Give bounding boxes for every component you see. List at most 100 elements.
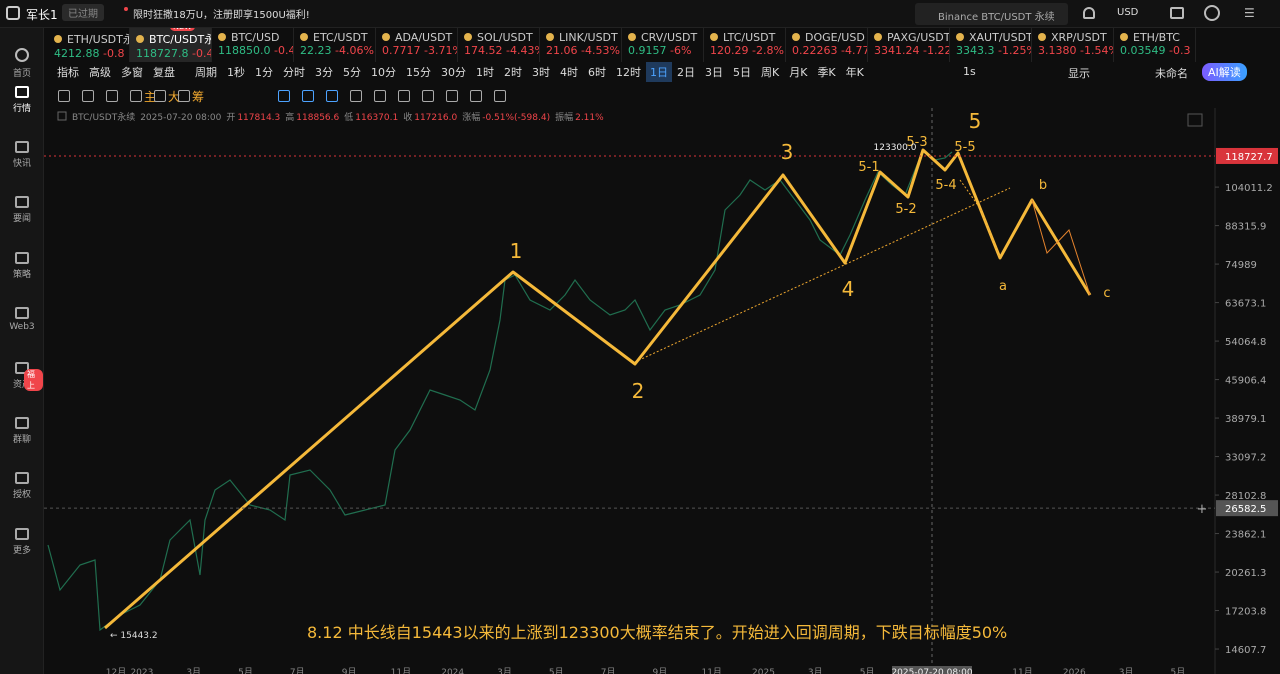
- sidebar-item[interactable]: 群聊: [0, 417, 44, 445]
- period-button[interactable]: 周K: [761, 66, 780, 79]
- draw-icon[interactable]: [106, 90, 118, 102]
- period-button[interactable]: 2日: [677, 66, 695, 79]
- sidebar-item[interactable]: 资产: [0, 362, 44, 390]
- promo[interactable]: 限时狂撒18万U，注册即享1500U福利!: [133, 10, 310, 21]
- period-button[interactable]: 分时: [283, 66, 305, 79]
- menu-icon[interactable]: ☰: [1244, 6, 1255, 20]
- draw-icon[interactable]: [446, 90, 458, 102]
- sidebar-item[interactable]: 策略: [0, 252, 44, 280]
- sidebar-item[interactable]: Web3: [0, 307, 44, 332]
- bell-icon[interactable]: [1083, 7, 1095, 19]
- draw-icon[interactable]: [470, 90, 482, 102]
- sidebar-item[interactable]: 要闻: [0, 196, 44, 224]
- period-button[interactable]: 1时: [476, 66, 494, 79]
- period-button[interactable]: 1秒: [227, 66, 245, 79]
- draw-icon[interactable]: [130, 90, 142, 102]
- toolbar-right[interactable]: 未命名: [1155, 67, 1188, 80]
- draw-icon[interactable]: [398, 90, 410, 102]
- toolbar-right[interactable]: 显示: [1068, 67, 1090, 80]
- ticker-tab[interactable]: LTC/USDT 120.29 -2.8%: [704, 28, 786, 62]
- period-label[interactable]: 周期: [195, 66, 217, 79]
- draw-icon[interactable]: [278, 90, 290, 102]
- period-button[interactable]: 6时: [588, 66, 606, 79]
- ticker-tab[interactable]: BTC/USD 118850.0 -0.4: [212, 28, 294, 62]
- wave-alt-2: [1031, 199, 1091, 296]
- draw-tool[interactable]: 大: [168, 90, 181, 104]
- draw-icon[interactable]: [422, 90, 434, 102]
- tool-button[interactable]: 高级: [89, 66, 111, 79]
- sidebar-item[interactable]: 授权: [0, 472, 44, 500]
- tool-button[interactable]: 复盘: [153, 66, 175, 79]
- ticker-name: DOGE/USD: [792, 31, 865, 44]
- draw-icon[interactable]: [350, 90, 362, 102]
- mail-icon[interactable]: [1170, 7, 1184, 19]
- period-button[interactable]: 3日: [705, 66, 723, 79]
- period-button[interactable]: 年K: [845, 66, 864, 79]
- toolbar-right[interactable]: 1s: [963, 65, 976, 78]
- x-tick-label: 12月: [106, 667, 126, 674]
- ticker-change: -1.22: [923, 44, 950, 57]
- draw-icon[interactable]: [82, 90, 94, 102]
- draw-icon[interactable]: [58, 90, 70, 102]
- period-button[interactable]: 12时: [616, 66, 641, 79]
- new-badge: NEW: [170, 28, 195, 31]
- search-box[interactable]: [915, 3, 1068, 25]
- period-button[interactable]: 3分: [315, 66, 333, 79]
- toolbar-right[interactable]: AI解读: [1202, 63, 1247, 81]
- x-tick-label: 3月: [186, 667, 201, 674]
- ticker-change: -4.06%: [335, 44, 374, 57]
- period-button[interactable]: 30分: [441, 66, 466, 79]
- sidebar-item[interactable]: 首页: [0, 50, 44, 79]
- sidebar-label: 快讯: [12, 159, 31, 169]
- sidebar-item[interactable]: 更多: [0, 528, 44, 556]
- tool-button[interactable]: 指标: [57, 66, 79, 79]
- draw-icon[interactable]: [374, 90, 386, 102]
- currency[interactable]: USD: [1117, 7, 1139, 18]
- period-button[interactable]: 季K: [817, 66, 836, 79]
- user-name[interactable]: 军长1: [26, 8, 58, 22]
- plus-icon: +: [1197, 502, 1208, 517]
- period-button[interactable]: 4时: [560, 66, 578, 79]
- ticker-tab[interactable]: CRV/USDT 0.9157 -6%: [622, 28, 704, 62]
- draw-tool[interactable]: 主: [144, 90, 157, 104]
- draw-icon[interactable]: [326, 90, 338, 102]
- wave-label: 4: [842, 277, 855, 301]
- draw-icon[interactable]: [178, 90, 190, 102]
- tool-button[interactable]: 多窗: [121, 66, 143, 79]
- draw-icon[interactable]: [494, 90, 506, 102]
- draw-icon[interactable]: [302, 90, 314, 102]
- ticker-change: -1.54%: [1080, 44, 1113, 57]
- sidebar-item[interactable]: 行情: [0, 86, 44, 114]
- ticker-tab[interactable]: LINK/USDT 21.06 -4.53%: [540, 28, 622, 62]
- ticker-tab[interactable]: ETH/USDT永 4212.88 -0.8: [48, 28, 130, 62]
- period-button[interactable]: 1日: [646, 62, 672, 82]
- draw-tool[interactable]: 筹: [192, 90, 205, 104]
- draw-icon[interactable]: [154, 90, 166, 102]
- avatar-icon[interactable]: [1204, 5, 1220, 21]
- period-button[interactable]: 1分: [255, 66, 273, 79]
- y-tick-label: 33097.2: [1225, 453, 1266, 464]
- period-button[interactable]: 15分: [406, 66, 431, 79]
- ticker-quote: 118850.0 -0.4: [218, 44, 293, 57]
- ticker-name: BTC/USDT永续: [136, 31, 211, 47]
- period-button[interactable]: 3时: [532, 66, 550, 79]
- ticker-name: LINK/USDT: [546, 31, 618, 44]
- ticker-tab[interactable]: PAXG/USDT 3341.24 -1.22: [868, 28, 950, 62]
- period-button[interactable]: 月K: [789, 66, 808, 79]
- x-tick-label: 2025: [752, 668, 775, 674]
- info-text: BTC/USDT永续: [72, 111, 135, 123]
- ticker-tab[interactable]: BTC/USDT永续118727.8 -0.44% NEW: [130, 28, 212, 62]
- period-button[interactable]: 2时: [504, 66, 522, 79]
- wave-label: 5-1: [858, 160, 879, 175]
- ticker-tab[interactable]: ETH/BTC 0.03549 -0.3: [1114, 28, 1196, 62]
- sidebar-item[interactable]: 快讯: [0, 141, 44, 169]
- ticker-tab[interactable]: DOGE/USD 0.22263 -4.77: [786, 28, 868, 62]
- ticker-tab[interactable]: ETC/USDT 22.23 -4.06%: [294, 28, 376, 62]
- period-button[interactable]: 5分: [343, 66, 361, 79]
- period-button[interactable]: 10分: [371, 66, 396, 79]
- period-button[interactable]: 5日: [733, 66, 751, 79]
